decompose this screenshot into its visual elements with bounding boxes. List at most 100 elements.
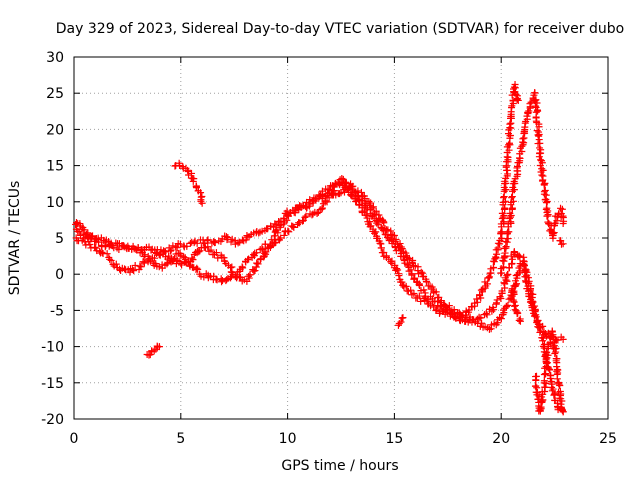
data-point (473, 298, 481, 306)
data-point (555, 380, 563, 388)
data-point (115, 246, 123, 254)
data-point (228, 235, 236, 243)
data-point (506, 141, 514, 149)
data-point (540, 377, 548, 385)
data-point (218, 278, 226, 286)
data-point (318, 204, 326, 212)
data-point (121, 265, 129, 273)
data-point (415, 292, 423, 300)
data-point (536, 161, 544, 169)
data-point (167, 246, 175, 254)
y-tick-label: -20 (41, 412, 64, 428)
data-point (432, 305, 440, 313)
data-point (538, 171, 546, 179)
data-point (541, 370, 549, 378)
data-point (558, 397, 566, 405)
data-point (106, 255, 114, 263)
data-point (524, 108, 532, 116)
data-point (534, 131, 542, 139)
data-point (340, 179, 348, 187)
data-point (250, 267, 258, 275)
data-point (193, 264, 201, 272)
data-point (211, 239, 219, 247)
data-point (407, 286, 415, 294)
data-point (508, 204, 516, 212)
data-point (499, 213, 507, 221)
data-point (349, 182, 357, 190)
data-point (198, 192, 206, 200)
data-point (477, 314, 485, 322)
data-point (198, 199, 206, 207)
data-point (506, 209, 514, 217)
data-point (253, 249, 261, 257)
series-track-g (143, 342, 163, 359)
data-point (502, 244, 510, 252)
data-point (510, 290, 518, 298)
data-point (515, 252, 523, 260)
data-point (192, 183, 200, 191)
data-point (289, 222, 297, 230)
data-point (514, 96, 522, 104)
data-point (531, 89, 539, 97)
y-axis-label: SDTVAR / TECUs (7, 181, 23, 296)
data-point (503, 272, 511, 280)
data-point (87, 233, 95, 241)
data-point (269, 239, 277, 247)
x-tick-label: 25 (599, 431, 617, 447)
data-point (229, 270, 237, 278)
y-tick-label: -5 (50, 303, 64, 319)
data-point (80, 226, 88, 234)
data-point (392, 236, 400, 244)
data-point (512, 90, 520, 98)
data-point (186, 239, 194, 247)
data-point (299, 217, 307, 225)
data-point (212, 249, 220, 257)
data-point (506, 120, 514, 128)
data-point (533, 99, 541, 107)
data-point (411, 274, 419, 282)
data-point (272, 238, 280, 246)
x-axis-label: GPS time / hours (281, 458, 398, 474)
data-point (397, 243, 405, 251)
data-point (537, 168, 545, 176)
data-point (285, 228, 293, 236)
data-point (452, 315, 460, 323)
data-point (284, 227, 292, 235)
data-point (274, 229, 282, 237)
y-tick-label: 20 (46, 122, 64, 138)
data-point (150, 254, 158, 262)
data-point (398, 245, 406, 253)
data-point (483, 280, 491, 288)
data-point (176, 240, 184, 248)
data-point (504, 301, 512, 309)
data-point (541, 186, 549, 194)
data-point (489, 304, 497, 312)
data-point (131, 261, 139, 269)
data-point (253, 259, 261, 267)
data-point (538, 165, 546, 173)
series-track-d (497, 89, 568, 277)
data-point (510, 186, 518, 194)
data-point (163, 260, 171, 268)
data-point (83, 230, 91, 238)
data-point (504, 270, 512, 278)
data-point (549, 385, 557, 393)
data-point (535, 153, 543, 161)
data-point (543, 197, 551, 205)
data-point (245, 274, 253, 282)
data-point (494, 246, 502, 254)
data-point (103, 250, 111, 258)
data-point (155, 251, 163, 259)
data-point (477, 294, 485, 302)
data-point (499, 194, 507, 202)
data-point (246, 271, 254, 279)
data-point (532, 376, 540, 384)
data-point (323, 198, 331, 206)
data-point (395, 320, 403, 328)
data-point (98, 248, 106, 256)
data-point (533, 127, 541, 135)
data-point (543, 348, 551, 356)
data-point (227, 264, 235, 272)
y-tick-label: 25 (46, 86, 64, 102)
data-point (207, 246, 215, 254)
